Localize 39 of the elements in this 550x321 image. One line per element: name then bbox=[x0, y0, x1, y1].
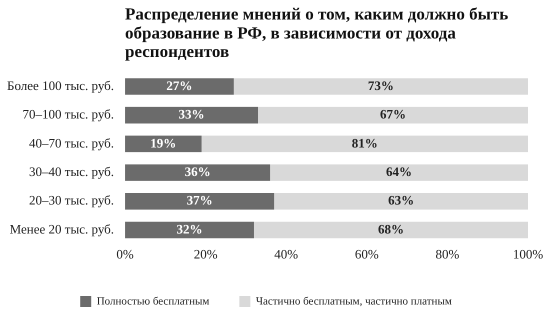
data-label: 64% bbox=[386, 164, 412, 179]
data-label: 32% bbox=[176, 221, 203, 236]
y-tick-label: 20–30 тыс. руб. bbox=[29, 192, 114, 208]
data-label: 37% bbox=[186, 192, 213, 208]
y-tick-label: 70–100 тыс. руб. bbox=[22, 106, 114, 122]
bar bbox=[234, 78, 528, 95]
y-tick-label: Более 100 тыс. руб. bbox=[6, 78, 114, 93]
bar bbox=[125, 78, 234, 95]
x-tick-label: 20% bbox=[194, 246, 218, 262]
y-tick-label: 40–70 тыс. руб. bbox=[29, 135, 114, 150]
bar bbox=[254, 222, 528, 238]
chart-title: Распределение мнений о том, каким должно быть образование в РФ, в зависимости от дохода респондентов bbox=[125, 4, 508, 62]
data-label: 19% bbox=[150, 135, 176, 150]
data-label: 67% bbox=[380, 106, 406, 122]
x-tick-label: 80% bbox=[435, 246, 460, 262]
x-tick-label: 100% bbox=[512, 246, 544, 262]
bar bbox=[125, 106, 258, 124]
x-tick-label: 40% bbox=[274, 246, 298, 262]
bar bbox=[125, 222, 254, 238]
y-tick-label: 30–40 тыс. руб. bbox=[29, 164, 114, 180]
x-tick-label: 0% bbox=[116, 246, 134, 262]
data-label: 68% bbox=[378, 221, 404, 236]
data-label: 27% bbox=[166, 78, 192, 93]
bar bbox=[270, 164, 528, 181]
data-label: 73% bbox=[368, 78, 394, 93]
data-label: 81% bbox=[352, 135, 378, 150]
bar bbox=[274, 193, 528, 210]
bar bbox=[125, 193, 274, 210]
bar bbox=[125, 164, 270, 181]
legend-label: Частично бесплатным, частично платным bbox=[256, 295, 452, 308]
bar bbox=[125, 136, 202, 152]
data-label: 63% bbox=[388, 192, 414, 208]
y-tick-label: Менее 20 тыс. руб. bbox=[10, 221, 114, 236]
data-label: 36% bbox=[184, 164, 211, 179]
x-tick-label: 60% bbox=[354, 246, 379, 262]
bar bbox=[202, 136, 528, 152]
legend-label: Полностью бесплатным bbox=[96, 295, 210, 308]
bar bbox=[258, 106, 528, 124]
data-label: 33% bbox=[178, 106, 205, 122]
